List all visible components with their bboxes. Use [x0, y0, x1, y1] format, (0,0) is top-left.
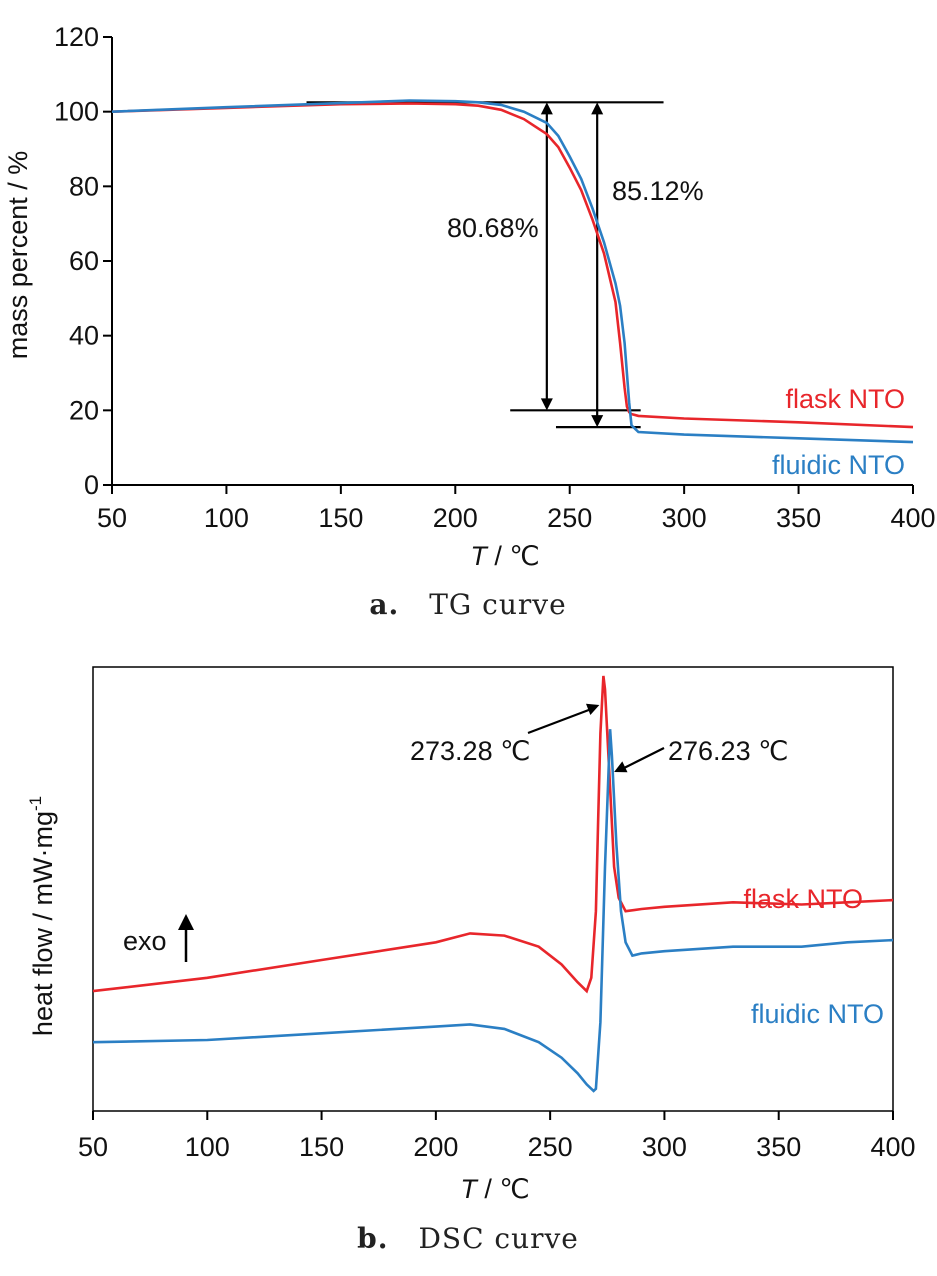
- tg-y-tick-label: 20: [69, 395, 99, 425]
- exo-arrow-icon: [178, 914, 194, 962]
- dsc-x-tick-label: 300: [642, 1132, 687, 1162]
- tg-arrow-head: [540, 102, 553, 115]
- tg-x-ticks: 50 100 150 200 250 300 350 400: [97, 485, 936, 533]
- dsc-series-fluidic-line: [92, 729, 894, 1093]
- dsc-x-tick-label: 250: [528, 1132, 573, 1162]
- dsc-x-label: T / ℃: [460, 1174, 529, 1204]
- tg-x-label: T / ℃: [470, 541, 539, 571]
- dsc-y-label-sup: -1: [26, 796, 45, 811]
- dsc-caption-letter: b.: [357, 1222, 388, 1255]
- tg-x-tick-label: 100: [204, 503, 249, 533]
- dsc-peak-arrow-head: [614, 761, 628, 773]
- tg-x-tick-label: 250: [547, 503, 592, 533]
- dsc-peak-arrow-shaft: [527, 707, 592, 735]
- dsc-chart: 50 100 150 200 250 300 350 400 273.28 ℃ 276.23 …: [26, 666, 916, 1255]
- dsc-series-flask-line: [92, 675, 894, 994]
- tg-x-tick-label: 350: [776, 503, 821, 533]
- dsc-x-tick-label: 400: [870, 1132, 915, 1162]
- dsc-caption-text: DSC curve: [418, 1222, 578, 1255]
- dsc-x-label-unit: / ℃: [477, 1174, 530, 1204]
- tg-x-label-var: T: [470, 541, 489, 571]
- tg-x-tick-label: 300: [662, 503, 707, 533]
- tg-caption: a. TG curve: [369, 588, 566, 621]
- tg-y-ticks: 0 20 40 60 80 100 120: [54, 22, 112, 500]
- dsc-x-ticks: 50 100 150 200 250 300 350 400: [78, 1111, 916, 1162]
- dsc-y-label: heat flow / mW·mg-1: [26, 796, 58, 1036]
- tg-y-tick-label: 120: [54, 22, 99, 52]
- dsc-legend-flask: flask NTO: [743, 884, 863, 914]
- tg-y-tick-label: 40: [69, 321, 99, 351]
- dsc-peak-arrows: [527, 703, 665, 773]
- tg-series-fluidic-line: [111, 99, 914, 444]
- dsc-x-tick-label: 350: [756, 1132, 801, 1162]
- dsc-x-tick-label: 200: [413, 1132, 458, 1162]
- tg-annotation-85-12: 85.12%: [612, 176, 704, 206]
- dsc-annotation-peak-flask: 273.28 ℃: [410, 736, 530, 766]
- tg-caption-letter: a.: [369, 588, 399, 621]
- dsc-x-tick-label: 100: [185, 1132, 230, 1162]
- tg-x-tick-label: 400: [890, 503, 935, 533]
- tg-y-tick-label: 80: [69, 171, 99, 201]
- tg-x-tick-label: 50: [97, 503, 127, 533]
- dsc-annotation-peak-fluidic: 276.23 ℃: [668, 736, 788, 766]
- tg-arrow-head: [591, 415, 604, 428]
- tg-y-tick-label: 0: [84, 470, 99, 500]
- tg-legend-flask: flask NTO: [785, 384, 905, 414]
- tg-annotation-80-68: 80.68%: [447, 213, 539, 243]
- tg-x-tick-label: 200: [433, 503, 478, 533]
- dsc-x-label-var: T: [460, 1174, 479, 1204]
- tg-y-label: mass percent / %: [3, 151, 33, 360]
- tg-series-flask-line: [111, 102, 914, 429]
- dsc-y-label-main: heat flow / mW·mg: [28, 811, 58, 1036]
- dsc-peak-arrow-head: [585, 703, 600, 715]
- tg-arrow-head: [540, 398, 553, 411]
- dsc-exo-label: exo: [123, 926, 167, 956]
- tg-arrows: [540, 102, 604, 428]
- dsc-legend-fluidic: fluidic NTO: [751, 999, 884, 1029]
- dsc-peak-arrow-shaft: [621, 747, 665, 770]
- tg-arrow-head: [591, 102, 604, 115]
- tg-y-tick-label: 60: [69, 246, 99, 276]
- dsc-x-tick-label: 50: [78, 1132, 108, 1162]
- dsc-caption: b. DSC curve: [357, 1222, 579, 1255]
- tg-y-tick-label: 100: [54, 97, 99, 127]
- dsc-x-tick-label: 150: [299, 1132, 344, 1162]
- dsc-plot-frame: [92, 666, 894, 1112]
- tg-x-tick-label: 150: [318, 503, 363, 533]
- tg-caption-text: TG curve: [429, 588, 566, 621]
- tg-legend-fluidic: fluidic NTO: [772, 450, 905, 480]
- tg-x-label-unit: / ℃: [487, 541, 540, 571]
